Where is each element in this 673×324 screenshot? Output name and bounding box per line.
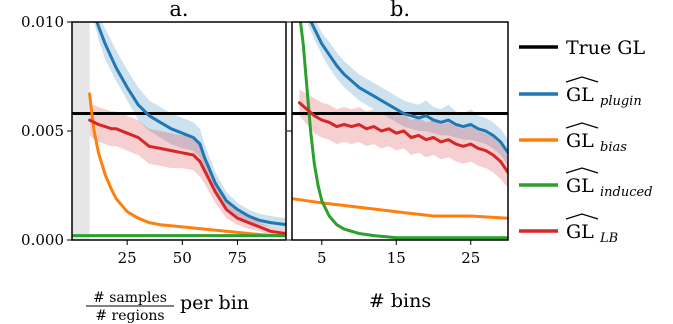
- panel-a-xlabel-denominator: # regions: [95, 308, 164, 324]
- panel-b: b. 5 15 25 # bins: [287, 0, 509, 312]
- panel-b-bias-line: [292, 197, 508, 220]
- panel-b-xtick-label: 25: [461, 249, 480, 267]
- panel-a-xlabel-numerator: # samples: [93, 290, 167, 306]
- legend-plugin-hat: [565, 76, 599, 83]
- panel-a-xtick-label: 25: [118, 249, 137, 267]
- legend-lb-subscript: LB: [599, 231, 618, 246]
- panel-a-lb-line: [88, 118, 286, 235]
- panel-b-title: b.: [390, 0, 410, 21]
- panel-a-xlabel: # samples # regions per bin: [86, 290, 249, 324]
- panel-a-axes: 25 50 75 0.000 0.005 0.010: [21, 13, 247, 267]
- legend-plugin-subscript: plugin: [600, 94, 642, 109]
- legend-induced-hat: [565, 167, 599, 174]
- legend-induced-label: GL: [566, 175, 594, 197]
- panel-b-xlabel: # bins: [369, 290, 431, 312]
- panel-a-ytick-label: 0.000: [21, 231, 64, 249]
- panel-b-xtick-label: 15: [387, 249, 406, 267]
- panel-a-xtick-label: 50: [173, 249, 192, 267]
- legend-lb-hat: [565, 213, 599, 220]
- panel-b-plot-area: [292, 22, 508, 240]
- panel-a-plugin-band: [94, 22, 286, 230]
- panel-b-axes: 5 15 25: [287, 21, 480, 267]
- panel-a-shaded-region: [72, 22, 90, 240]
- panel-b-plugin-band: [306, 22, 508, 166]
- legend: True GL GL plugin GL bias GL induced GL LB: [519, 37, 653, 246]
- legend-plugin-label: GL: [566, 84, 594, 106]
- legend-lb-label: GL: [566, 221, 594, 243]
- legend-bias-label: GL: [566, 130, 594, 152]
- panel-a: a. 25 50 75 0.000 0.005 0.010 # samples # reg…: [21, 0, 287, 324]
- panel-a-ytick-label: 0.010: [21, 13, 64, 31]
- legend-bias-subscript: bias: [600, 140, 627, 155]
- legend-bias-hat: [565, 122, 599, 129]
- panel-a-title: a.: [169, 0, 188, 21]
- legend-induced-subscript: induced: [600, 185, 653, 200]
- panel-b-plugin-line: [309, 22, 508, 155]
- panel-a-xlabel-suffix: per bin: [180, 292, 249, 314]
- panel-a-xtick-label: 75: [228, 249, 247, 267]
- panel-a-plot-area: [72, 22, 286, 240]
- panel-a-ytick-label: 0.005: [21, 122, 64, 140]
- panel-a-plugin-line: [95, 22, 286, 227]
- legend-true-label: True GL: [566, 37, 645, 59]
- panel-b-xtick-label: 5: [317, 249, 327, 267]
- panel-b-lb-line: [297, 101, 508, 174]
- panel-a-bias-line: [88, 92, 286, 238]
